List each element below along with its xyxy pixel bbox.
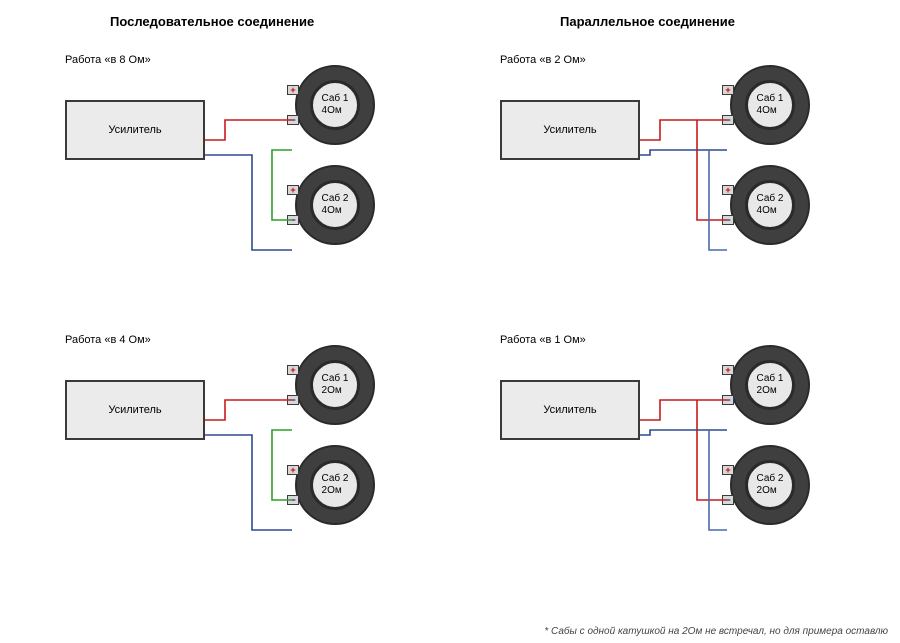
work-label-br: Работа «в 1 Ом» — [500, 334, 586, 346]
title-series: Последовательное соединение — [110, 14, 314, 29]
title-parallel: Параллельное соединение — [560, 14, 735, 29]
speaker-label: Саб 24Ом — [322, 193, 349, 217]
speaker-tr-2: Саб 24Ом + − — [730, 165, 810, 245]
work-label-tl: Работа «в 8 Ом» — [65, 54, 151, 66]
amp-br: Усилитель — [500, 380, 640, 440]
terminal-neg-icon: − — [722, 495, 734, 505]
footnote: * Сабы с одной катушкой на 2Ом не встреч… — [544, 626, 888, 637]
speaker-tl-1: Саб 14Ом + − — [295, 65, 375, 145]
speaker-label: Саб 24Ом — [757, 193, 784, 217]
speaker-tr-1: Саб 14Ом + − — [730, 65, 810, 145]
terminal-pos-icon: + — [287, 365, 299, 375]
amp-bl: Усилитель — [65, 380, 205, 440]
speaker-label: Саб 14Ом — [322, 93, 349, 117]
terminal-neg-icon: − — [287, 395, 299, 405]
terminal-neg-icon: − — [722, 115, 734, 125]
terminal-pos-icon: + — [722, 465, 734, 475]
speaker-bl-2: Саб 22Ом + − — [295, 445, 375, 525]
speaker-br-2: Саб 22Ом + − — [730, 445, 810, 525]
terminal-pos-icon: + — [287, 185, 299, 195]
speaker-label: Саб 12Ом — [322, 373, 349, 397]
terminal-neg-icon: − — [722, 395, 734, 405]
terminal-pos-icon: + — [722, 185, 734, 195]
speaker-label: Саб 14Ом — [757, 93, 784, 117]
terminal-pos-icon: + — [722, 365, 734, 375]
speaker-label: Саб 22Ом — [757, 473, 784, 497]
speaker-br-1: Саб 12Ом + − — [730, 345, 810, 425]
speaker-label: Саб 22Ом — [322, 473, 349, 497]
terminal-pos-icon: + — [722, 85, 734, 95]
terminal-neg-icon: − — [722, 215, 734, 225]
terminal-neg-icon: − — [287, 115, 299, 125]
terminal-neg-icon: − — [287, 495, 299, 505]
terminal-neg-icon: − — [287, 215, 299, 225]
terminal-pos-icon: + — [287, 85, 299, 95]
speaker-tl-2: Саб 24Ом + − — [295, 165, 375, 245]
work-label-tr: Работа «в 2 Ом» — [500, 54, 586, 66]
speaker-bl-1: Саб 12Ом + − — [295, 345, 375, 425]
terminal-pos-icon: + — [287, 465, 299, 475]
amp-tr: Усилитель — [500, 100, 640, 160]
work-label-bl: Работа «в 4 Ом» — [65, 334, 151, 346]
amp-tl: Усилитель — [65, 100, 205, 160]
speaker-label: Саб 12Ом — [757, 373, 784, 397]
